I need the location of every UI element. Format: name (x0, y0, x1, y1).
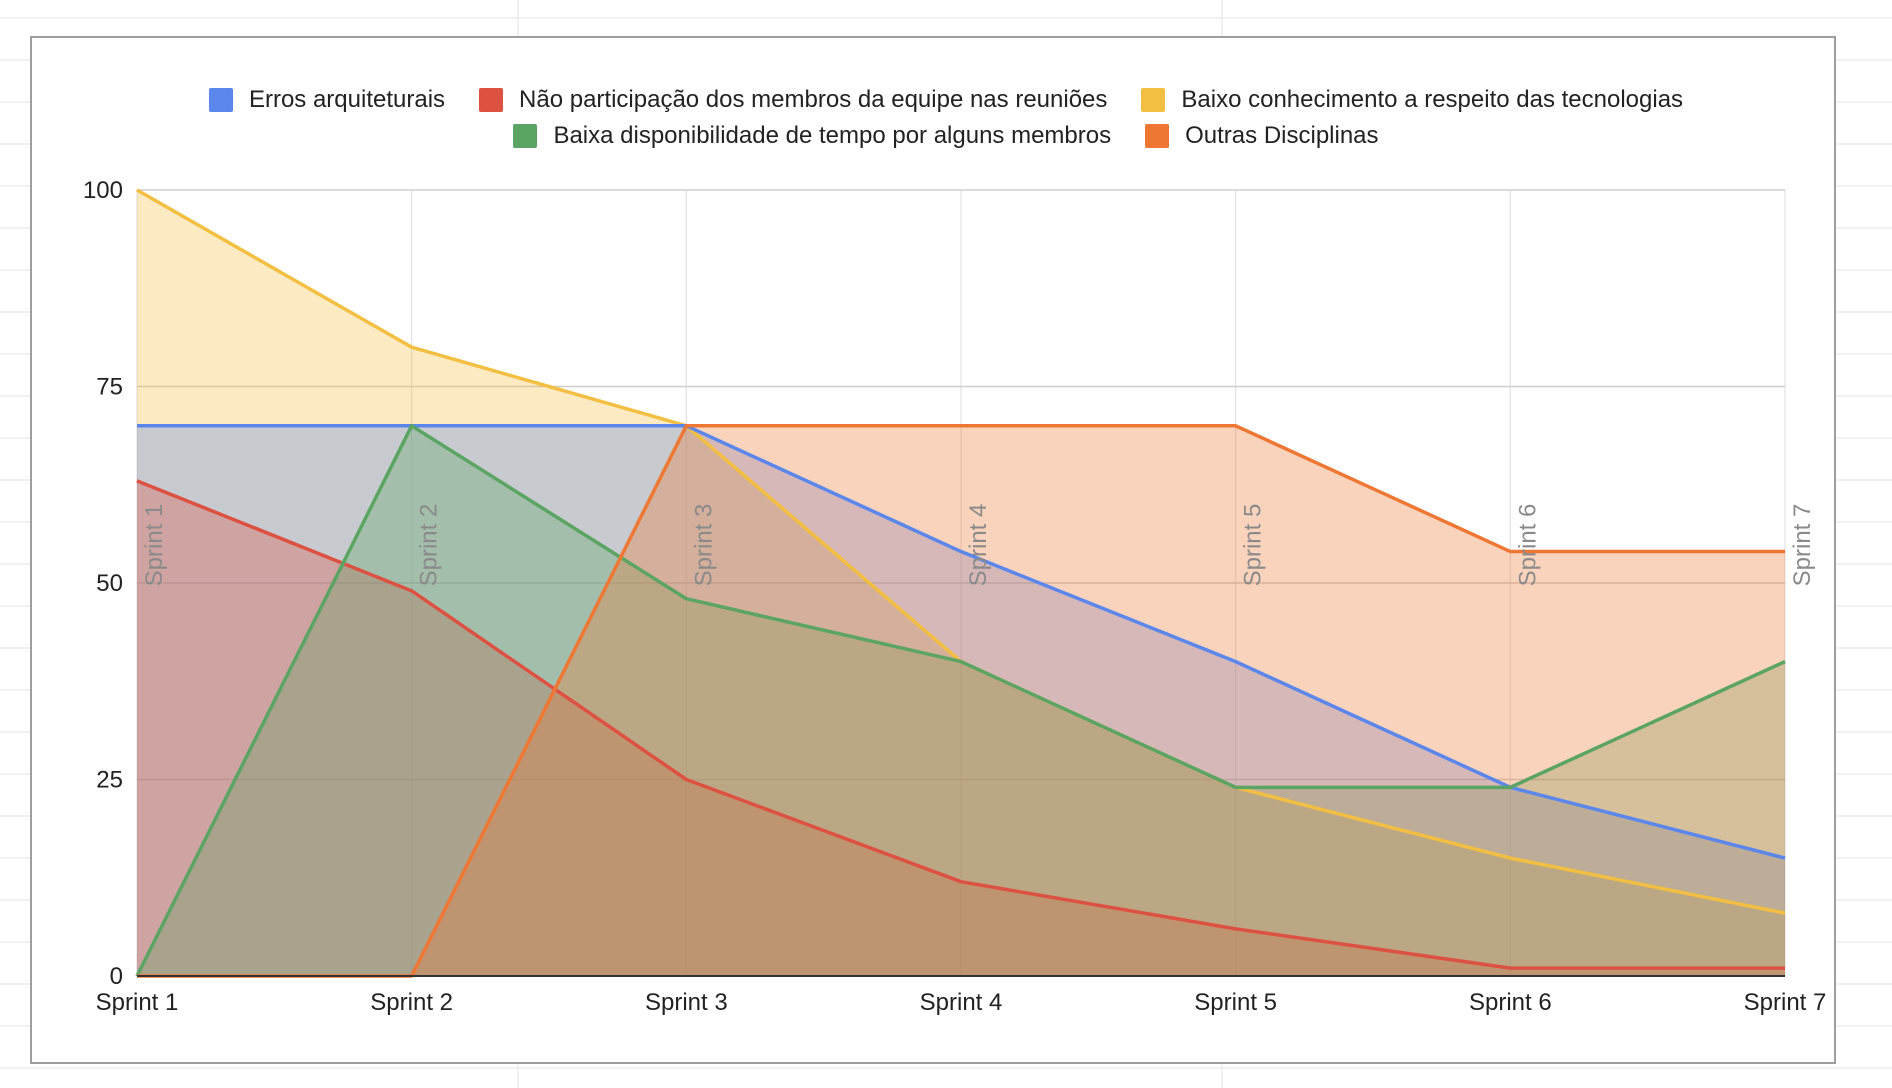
annotation-label: Sprint 1 (141, 504, 168, 587)
x-tick-label: Sprint 4 (920, 989, 1003, 1016)
series-area-4[interactable] (137, 425, 1785, 976)
series-line-3[interactable] (135, 424, 1786, 977)
annotation-label: Sprint 2 (416, 504, 443, 587)
x-tick-label: Sprint 3 (645, 989, 728, 1016)
legend-label-baixo-conhecimento: Baixo conhecimento a respeito das tecnol… (1181, 86, 1684, 113)
x-tick-label: Sprint 1 (96, 989, 179, 1016)
annotation-label: Sprint 6 (1514, 504, 1541, 587)
series-area-1[interactable] (137, 480, 1785, 976)
legend-item-erros[interactable]: Erros arquiteturais (208, 86, 446, 114)
legend-swatch-nao-participacao (479, 88, 504, 112)
annotation-label: Sprint 4 (965, 504, 992, 587)
legend-item-nao-participacao[interactable]: Não participação dos membros da equipe n… (479, 86, 1107, 114)
legend-item-outras-disciplinas[interactable]: Outras Disciplinas (1145, 122, 1379, 150)
series-areas (137, 190, 1785, 976)
y-tick-label: 100 (83, 177, 123, 204)
legend-row-2: Baixa disponibilidade de tempo por algun… (0, 122, 1892, 150)
x-tick-label: Sprint 7 (1744, 989, 1827, 1016)
series-area-2[interactable] (137, 190, 1785, 976)
legend-row-1: Erros arquiteturais Não participação dos… (0, 86, 1892, 114)
annotation-label: Sprint 3 (690, 504, 717, 587)
legend-item-baixo-conhecimento[interactable]: Baixo conhecimento a respeito das tecnol… (1141, 86, 1683, 114)
legend-label-nao-participacao: Não participação dos membros da equipe n… (519, 86, 1108, 113)
y-tick-label: 0 (110, 963, 123, 990)
legend-item-baixa-disponibilidade[interactable]: Baixa disponibilidade de tempo por algun… (513, 122, 1111, 150)
legend-swatch-erros (208, 88, 233, 112)
x-tick-label: Sprint 2 (370, 989, 453, 1016)
legend-swatch-baixa-disponibilidade (513, 124, 538, 148)
chart-legend: Erros arquiteturais Não participação dos… (0, 86, 1892, 150)
annotation-label: Sprint 5 (1240, 504, 1267, 587)
series-area-3[interactable] (137, 425, 1785, 976)
y-tick-label: 50 (96, 570, 123, 597)
legend-label-erros: Erros arquiteturais (248, 86, 446, 113)
legend-label-baixa-disponibilidade: Baixa disponibilidade de tempo por algun… (553, 122, 1112, 149)
x-tick-label: Sprint 5 (1194, 989, 1277, 1016)
legend-swatch-baixo-conhecimento (1141, 88, 1166, 112)
legend-swatch-outras-disciplinas (1145, 124, 1170, 148)
series-line-1[interactable] (136, 479, 1785, 970)
series-area-0[interactable] (137, 425, 1785, 976)
annotation-label: Sprint 7 (1789, 504, 1816, 587)
x-tick-label: Sprint 6 (1469, 989, 1552, 1016)
y-tick-label: 75 (96, 374, 123, 401)
y-tick-label: 25 (96, 767, 123, 794)
legend-label-outras-disciplinas: Outras Disciplinas (1185, 122, 1379, 149)
